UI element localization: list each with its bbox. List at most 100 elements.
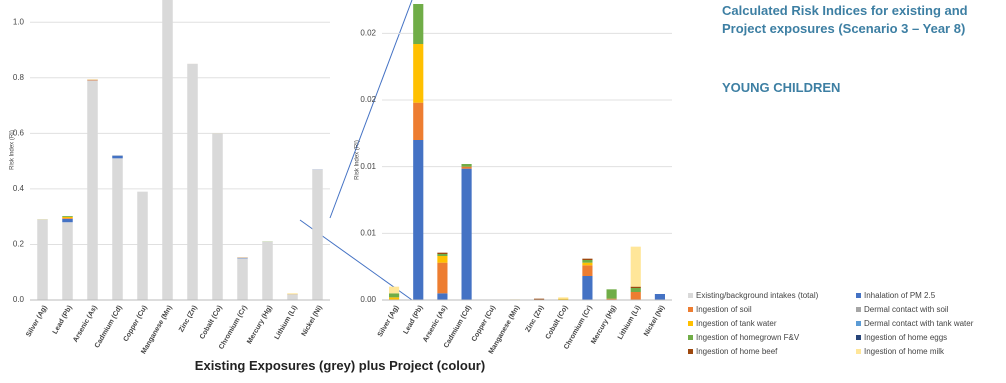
y-axis-label: Risk Index (RI) — [10, 130, 16, 170]
x-tick-label: Silver (Ag) — [25, 304, 49, 338]
y-tick-label: 0.02 — [360, 95, 376, 104]
legend-label: Ingestion of homegrown F&V — [696, 333, 800, 342]
bar-segment — [582, 262, 593, 266]
x-tick-label: Cadmium (Cd) — [94, 304, 124, 349]
y-tick-label: 0.01 — [360, 162, 376, 171]
bar-segment — [461, 168, 472, 300]
legend-swatch — [856, 349, 861, 354]
bar-segment — [62, 218, 73, 223]
bar-segment — [389, 293, 400, 298]
x-tick-label: Lithium (Li) — [617, 304, 642, 341]
bar-segment — [389, 286, 400, 294]
bar-segment — [582, 276, 593, 300]
x-tick-label: Lead (Pb) — [52, 304, 74, 335]
legend-swatch — [856, 335, 861, 340]
legend-label: Existing/background intakes (total) — [696, 291, 819, 300]
y-tick-label: 0.8 — [13, 73, 25, 82]
legend-label: Ingestion of home eggs — [864, 333, 947, 342]
x-tick-label: Silver (Ag) — [377, 304, 401, 338]
bar-segment — [413, 44, 424, 103]
x-tick-label: Mercury (Hg) — [246, 304, 274, 345]
bar-segment — [461, 164, 472, 167]
bar-segment — [62, 216, 73, 219]
bar-segment — [630, 246, 641, 287]
bar-segment — [630, 286, 641, 288]
bar-segment — [112, 155, 123, 159]
x-tick-label: Lithium (Li) — [274, 304, 299, 341]
bar-segment — [287, 294, 298, 300]
y-tick-label: 0.2 — [13, 240, 25, 249]
bar-segment — [137, 191, 148, 300]
bar-segment — [582, 265, 593, 276]
x-tick-label: Arsenic (As) — [422, 304, 449, 343]
x-tick-label: Zinc (Zn) — [525, 304, 546, 333]
y-tick-label: 0.6 — [13, 128, 25, 137]
legend-label: Ingestion of tank water — [696, 319, 777, 328]
bar-segment — [87, 80, 98, 300]
legend-label: Ingestion of home beef — [696, 347, 778, 356]
bar-segment — [437, 254, 448, 256]
legend-swatch — [688, 307, 693, 312]
x-tick-label: Zinc (Zn) — [178, 304, 199, 333]
y-tick-label: 0.0 — [13, 295, 25, 304]
x-tick-label: Lead (Pb) — [403, 304, 425, 335]
x-tick-label: Copper (Cu) — [123, 304, 149, 343]
bar-segment — [187, 63, 198, 301]
y-tick-label: 0.4 — [13, 184, 25, 193]
bar-segment — [558, 297, 569, 299]
bar-segment — [413, 4, 424, 44]
x-tick-label: Cadmium (Cd) — [443, 304, 473, 349]
bar-segment — [582, 258, 593, 260]
bar-segment — [437, 293, 448, 300]
caption: Existing Exposures (grey) plus Project (… — [194, 358, 486, 373]
legend-label: Ingestion of soil — [696, 305, 752, 314]
legend-label: Inhalation of PM 2.5 — [864, 291, 936, 300]
x-tick-label: Mercury (Hg) — [590, 304, 618, 345]
bar-segment — [461, 166, 472, 169]
subtitle: YOUNG CHILDREN — [722, 80, 841, 95]
x-tick-label: Arsenic (As) — [72, 304, 99, 343]
bar-segment — [37, 219, 48, 300]
x-tick-label: Cobalt (Co) — [545, 304, 570, 340]
bar-segment — [62, 218, 73, 219]
bar-segment — [582, 260, 593, 263]
y-tick-label: 1.0 — [13, 17, 25, 26]
y-axis-label: Risk Index (RI) — [355, 140, 361, 180]
bar-segment — [630, 288, 641, 292]
y-tick-label: 0.02 — [360, 28, 376, 37]
bar-segment — [606, 298, 617, 300]
x-tick-label: Chromium (Cr) — [563, 304, 594, 350]
bar-segment — [413, 140, 424, 300]
x-tick-label: Cobalt (Co) — [199, 304, 224, 340]
bar-segment — [237, 257, 248, 259]
x-tick-label: Chromium (Cr) — [218, 304, 249, 350]
bar-segment — [606, 289, 617, 299]
legend-swatch — [856, 321, 861, 326]
legend-label: Ingestion of home milk — [864, 347, 945, 356]
bar-segment — [312, 169, 323, 300]
y-tick-label: 0.00 — [360, 295, 376, 304]
legend-swatch — [688, 321, 693, 326]
bar-segment — [62, 222, 73, 300]
bar-segment — [62, 216, 73, 217]
legend-swatch — [688, 293, 693, 298]
bar-segment — [558, 298, 569, 300]
x-tick-label: Nickel (Ni) — [643, 304, 666, 337]
legend-label: Dermal contact with tank water — [864, 319, 974, 328]
x-tick-label: Nickel (Ni) — [301, 304, 324, 337]
bar-segment — [162, 0, 173, 300]
bar-segment — [534, 298, 545, 300]
bar-segment — [237, 258, 248, 300]
bar-segment — [437, 262, 448, 294]
legend-swatch — [856, 293, 861, 298]
bar-segment — [87, 79, 98, 81]
legend-swatch — [688, 349, 693, 354]
bar-segment — [262, 241, 273, 300]
bar-segment — [413, 102, 424, 140]
zoom-line — [329, 0, 413, 219]
legend-swatch — [688, 335, 693, 340]
y-tick-label: 0.01 — [360, 228, 376, 237]
bar-segment — [630, 292, 641, 300]
bar-segment — [437, 252, 448, 254]
